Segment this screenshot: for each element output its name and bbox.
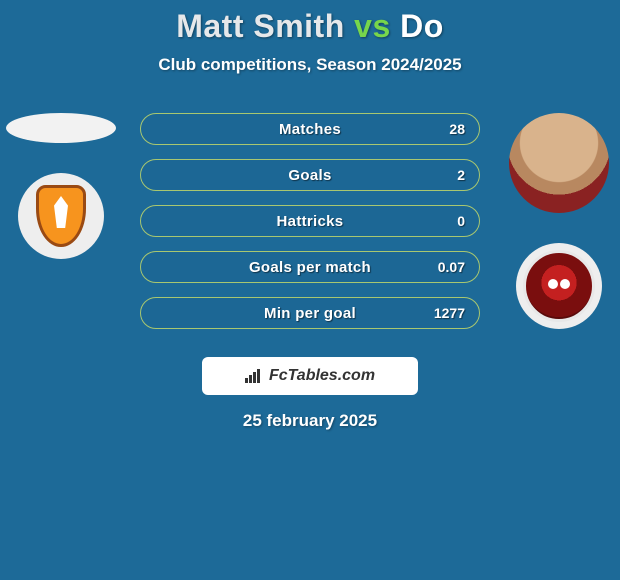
- subtitle: Club competitions, Season 2024/2025: [0, 55, 620, 75]
- player1-club-badge: [18, 173, 104, 259]
- stat-label: Matches: [279, 121, 341, 138]
- round-badge-icon: [523, 250, 595, 322]
- stat-label: Goals per match: [249, 259, 371, 276]
- player1-photo: [6, 113, 116, 143]
- title-player2: Do: [400, 8, 444, 44]
- stat-row: Min per goal 1277: [140, 297, 480, 329]
- watermark-text: FcTables.com: [269, 367, 375, 385]
- player2-club-badge: [516, 243, 602, 329]
- stat-value-right: 1277: [434, 305, 465, 321]
- stat-row: Goals per match 0.07: [140, 251, 480, 283]
- stat-label: Hattricks: [277, 213, 344, 230]
- watermark: FcTables.com: [202, 357, 418, 395]
- stat-row: Goals 2: [140, 159, 480, 191]
- stat-value-right: 2: [457, 167, 465, 183]
- date: 25 february 2025: [0, 411, 620, 431]
- title-player1: Matt Smith: [176, 8, 345, 44]
- stat-value-right: 28: [449, 121, 465, 137]
- player2-photo: [509, 113, 609, 213]
- stat-row: Hattricks 0: [140, 205, 480, 237]
- stat-row: Matches 28: [140, 113, 480, 145]
- stat-label: Min per goal: [264, 305, 356, 322]
- left-portraits: [6, 113, 116, 259]
- right-portraits: [504, 113, 614, 329]
- face-icon: [509, 113, 609, 213]
- shield-icon: [36, 185, 86, 247]
- stat-value-right: 0.07: [438, 259, 465, 275]
- bar-chart-icon: [245, 369, 263, 383]
- title-vs: vs: [354, 8, 391, 44]
- stat-label: Goals: [288, 167, 331, 184]
- comparison-card: Matt Smith vs Do Club competitions, Seas…: [0, 0, 620, 431]
- stat-value-right: 0: [457, 213, 465, 229]
- stat-rows: Matches 28 Goals 2 Hattricks 0 Goals per…: [140, 113, 480, 343]
- stats-area: Matches 28 Goals 2 Hattricks 0 Goals per…: [0, 113, 620, 343]
- page-title: Matt Smith vs Do: [0, 8, 620, 45]
